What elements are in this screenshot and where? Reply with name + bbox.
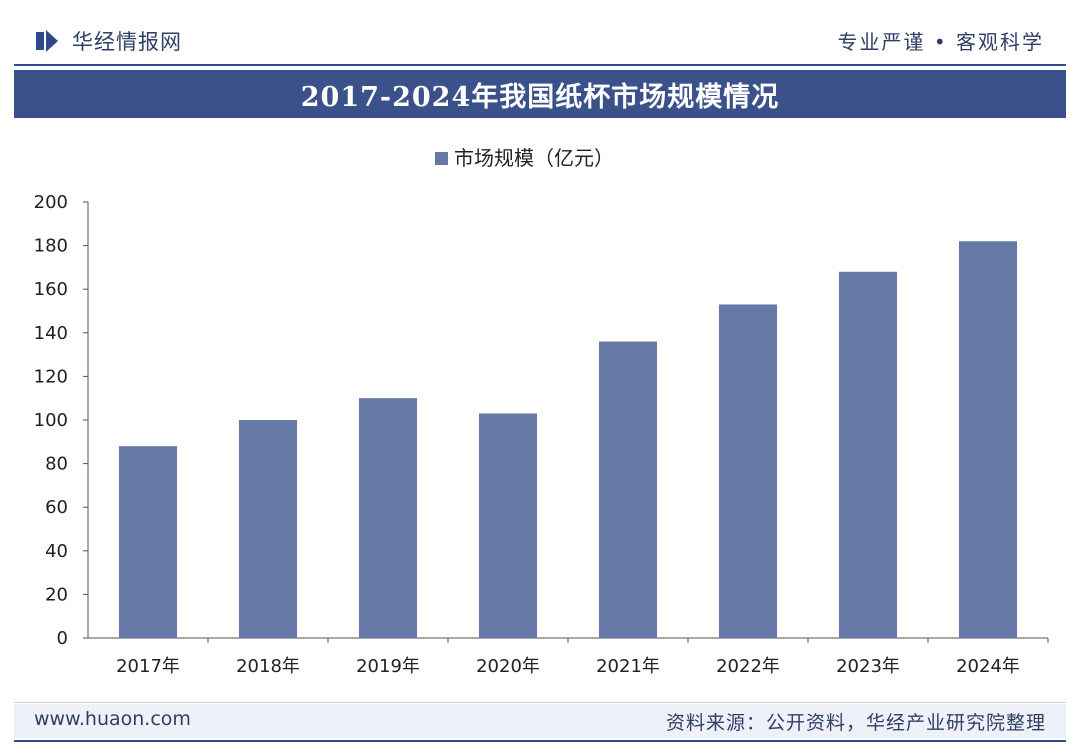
bar-2024年 xyxy=(959,241,1017,638)
x-tick-label: 2018年 xyxy=(236,656,300,677)
bottom-divider xyxy=(14,740,1066,742)
logo-icon xyxy=(36,30,62,52)
y-tick-label: 60 xyxy=(45,497,68,518)
brand-name: 华经情报网 xyxy=(72,30,182,54)
y-tick-label: 120 xyxy=(34,366,68,387)
x-tick-label: 2021年 xyxy=(596,656,660,677)
website-link[interactable]: www.huaon.com xyxy=(34,708,191,730)
bar-2022年 xyxy=(719,304,777,638)
legend-label: 市场规模（亿元） xyxy=(454,146,614,170)
y-tick-label: 140 xyxy=(34,323,68,344)
footer-divider xyxy=(14,702,1066,703)
bar-2021年 xyxy=(599,341,657,638)
source-note: 资料来源：公开资料，华经产业研究院整理 xyxy=(665,712,1046,734)
x-tick-label: 2019年 xyxy=(356,656,420,677)
bar-2023年 xyxy=(839,271,897,638)
y-tick-label: 80 xyxy=(45,454,68,475)
x-tick-label: 2024年 xyxy=(956,656,1020,677)
y-tick-label: 0 xyxy=(57,628,68,649)
y-tick-label: 100 xyxy=(34,410,68,431)
tagline: 专业严谨 • 客观科学 xyxy=(837,30,1044,54)
bar-2020年 xyxy=(479,413,537,638)
title-banner: 2017-2024年我国纸杯市场规模情况 xyxy=(14,70,1066,118)
y-tick-label: 180 xyxy=(34,236,68,257)
header-bar: 华经情报网 专业严谨 • 客观科学 xyxy=(14,12,1066,66)
chart-title: 2017-2024年我国纸杯市场规模情况 xyxy=(300,81,780,113)
x-tick-label: 2022年 xyxy=(716,656,780,677)
bar-2017年 xyxy=(119,446,177,638)
x-tick-label: 2017年 xyxy=(116,656,180,677)
legend-swatch xyxy=(435,152,448,165)
bar-2019年 xyxy=(359,398,417,638)
chart-legend: 市场规模（亿元） xyxy=(435,146,614,170)
x-tick-label: 2020年 xyxy=(476,656,540,677)
bar-2018年 xyxy=(239,420,297,638)
footer-bar: www.huaon.com 资料来源：公开资料，华经产业研究院整理 xyxy=(14,704,1066,738)
bar-chart: 市场规模（亿元） 0 20 40 60 80 100 120 140 160 180 200 2017年… xyxy=(34,146,1049,677)
brand-logo[interactable]: 华经情报网 xyxy=(36,26,182,56)
y-tick-label: 200 xyxy=(34,192,68,213)
y-tick-label: 160 xyxy=(34,279,68,300)
x-tick-label: 2023年 xyxy=(836,656,900,677)
y-tick-label: 20 xyxy=(45,584,68,605)
y-tick-label: 40 xyxy=(45,541,68,562)
